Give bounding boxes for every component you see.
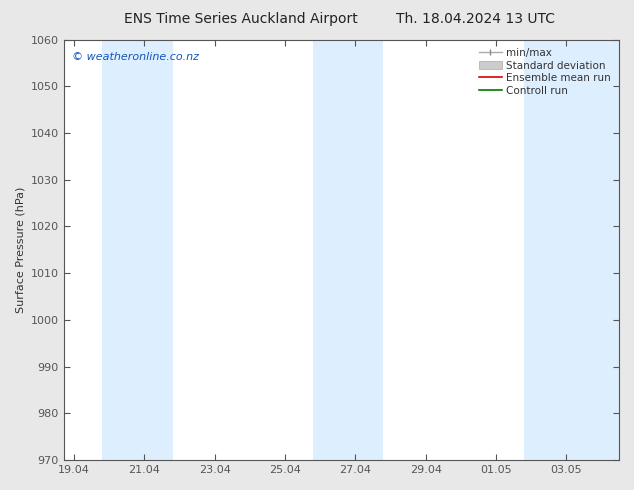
Bar [524, 40, 619, 460]
Text: ENS Time Series Auckland Airport: ENS Time Series Auckland Airport [124, 12, 358, 26]
Bar [102, 40, 172, 460]
Text: © weatheronline.co.nz: © weatheronline.co.nz [72, 52, 199, 62]
Bar [313, 40, 384, 460]
Y-axis label: Surface Pressure (hPa): Surface Pressure (hPa) [15, 187, 25, 313]
Legend: min/max, Standard deviation, Ensemble mean run, Controll run: min/max, Standard deviation, Ensemble me… [476, 45, 614, 99]
Text: Th. 18.04.2024 13 UTC: Th. 18.04.2024 13 UTC [396, 12, 555, 26]
